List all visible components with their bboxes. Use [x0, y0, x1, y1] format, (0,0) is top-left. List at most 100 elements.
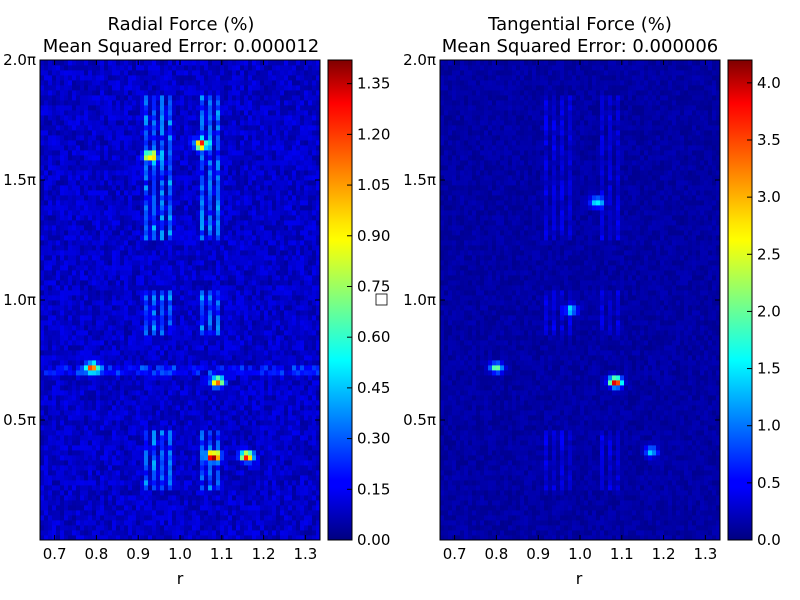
- heatmap-cell: [136, 410, 141, 416]
- heatmap-cell: [316, 305, 321, 311]
- heatmap-cell: [260, 430, 265, 436]
- heatmap-cell: [108, 410, 113, 416]
- heatmap-cell: [196, 225, 201, 231]
- heatmap-cell: [264, 365, 269, 371]
- heatmap-cell: [96, 335, 101, 341]
- heatmap-cell: [120, 535, 125, 541]
- heatmap-cell: [268, 285, 273, 291]
- heatmap-cell: [68, 490, 73, 496]
- heatmap-cell: [212, 190, 217, 196]
- heatmap-cell: [236, 365, 241, 371]
- heatmap-cell: [80, 525, 85, 531]
- heatmap-cell: [292, 375, 297, 381]
- heatmap-cell: [124, 245, 129, 251]
- heatmap-cell: [304, 460, 309, 466]
- heatmap-cell: [208, 295, 213, 301]
- heatmap-cell: [212, 225, 217, 231]
- heatmap-cell: [236, 250, 241, 256]
- heatmap-cell: [292, 410, 297, 416]
- heatmap-cell: [48, 310, 53, 316]
- heatmap-cell: [312, 325, 317, 331]
- heatmap-cell: [268, 290, 273, 296]
- heatmap-cell: [168, 200, 173, 206]
- heatmap-cell: [168, 185, 173, 191]
- heatmap-cell: [268, 530, 273, 536]
- heatmap-cell: [204, 315, 209, 321]
- heatmap-cell: [128, 205, 133, 211]
- heatmap-cell: [44, 240, 49, 246]
- heatmap-cell: [272, 310, 277, 316]
- heatmap-cell: [184, 270, 189, 276]
- heatmap-cell: [44, 470, 49, 476]
- heatmap-cell: [104, 270, 109, 276]
- heatmap-cell: [88, 465, 93, 471]
- heatmap-cell: [304, 425, 309, 431]
- heatmap-cell: [112, 420, 117, 426]
- heatmap-cell: [112, 190, 117, 196]
- heatmap-cell: [200, 500, 205, 506]
- heatmap-cell: [244, 485, 249, 491]
- heatmap-cell: [204, 535, 209, 541]
- heatmap-cell: [260, 425, 265, 431]
- heatmap-cell: [128, 195, 133, 201]
- heatmap-cell: [64, 235, 69, 241]
- heatmap-cell: [208, 270, 213, 276]
- heatmap-cell: [220, 510, 225, 516]
- heatmap-cell: [312, 230, 317, 236]
- heatmap-cell: [96, 275, 101, 281]
- heatmap-cell: [264, 280, 269, 286]
- heatmap-cell: [312, 265, 317, 271]
- heatmap-cell: [188, 375, 193, 381]
- heatmap-cell: [168, 385, 173, 391]
- heatmap-cell: [124, 415, 129, 421]
- heatmap-cell: [164, 440, 169, 446]
- heatmap-cell: [248, 415, 253, 421]
- heatmap-cell: [108, 210, 113, 216]
- heatmap-cell: [100, 465, 105, 471]
- heatmap-cell: [100, 435, 105, 441]
- heatmap-cell: [148, 495, 153, 501]
- heatmap-cell: [188, 275, 193, 281]
- heatmap-cell: [188, 370, 193, 376]
- heatmap-cell: [256, 335, 261, 341]
- heatmap-cell: [108, 320, 113, 326]
- heatmap-cell: [148, 530, 153, 536]
- heatmap-cell: [280, 265, 285, 271]
- heatmap-cell: [60, 440, 65, 446]
- heatmap-cell: [268, 350, 273, 356]
- heatmap-cell: [212, 510, 217, 516]
- heatmap-cell: [316, 355, 321, 361]
- heatmap-cell: [76, 505, 81, 511]
- heatmap-cell: [112, 325, 117, 331]
- heatmap-cell: [116, 295, 121, 301]
- heatmap-cell: [268, 250, 273, 256]
- heatmap-cell: [304, 480, 309, 486]
- heatmap-cell: [208, 210, 213, 216]
- heatmap-cell: [244, 205, 249, 211]
- heatmap-cell: [152, 455, 157, 461]
- heatmap-cell: [148, 535, 153, 541]
- heatmap-cell: [204, 390, 209, 396]
- heatmap-cell: [132, 385, 137, 391]
- heatmap-cell: [156, 520, 161, 526]
- heatmap-cell: [168, 410, 173, 416]
- heatmap-cell: [200, 480, 205, 486]
- heatmap-cell: [60, 525, 65, 531]
- heatmap-cell: [124, 290, 129, 296]
- heatmap-cell: [120, 525, 125, 531]
- heatmap-cell: [188, 505, 193, 511]
- heatmap-cell: [316, 435, 321, 441]
- heatmap-cell: [80, 205, 85, 211]
- heatmap-cell: [256, 205, 261, 211]
- heatmap-cell: [300, 305, 305, 311]
- heatmap-cell: [152, 425, 157, 431]
- heatmap-cell: [56, 510, 61, 516]
- heatmap-cell: [272, 195, 277, 201]
- heatmap-cell: [196, 275, 201, 281]
- heatmap-cell: [236, 360, 241, 366]
- heatmap-cell: [120, 510, 125, 516]
- heatmap-cell: [44, 465, 49, 471]
- heatmap-cell: [216, 525, 221, 531]
- heatmap-cell: [120, 310, 125, 316]
- heatmap-cell: [108, 220, 113, 226]
